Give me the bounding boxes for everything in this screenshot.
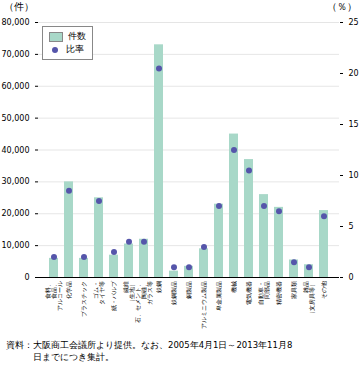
html-text:（生地）: （生地） <box>127 280 135 305</box>
svg-text:5: 5 <box>349 222 354 231</box>
svg-text:20: 20 <box>349 69 359 78</box>
svg-text:プラスチック: プラスチック <box>80 281 87 317</box>
svg-text:石、セメント、陶磁、ガラス等: 石、セメント、陶磁、ガラス等 <box>134 281 153 323</box>
svg-text:30,000: 30,000 <box>2 177 30 186</box>
html-text:資料：大阪商工会議所より提供。なお、2005年4月1日～20: 資料：大阪商工会議所より提供。なお、2005年4月1日～2013年11月8 日ま… <box>6 340 293 362</box>
html-text:比率: 比率 <box>66 44 84 54</box>
svg-text:その他: その他 <box>320 281 328 299</box>
svg-text:自動車・同部品: 自動車・同部品 <box>257 281 270 305</box>
svg-text:機械: 機械 <box>230 281 237 293</box>
svg-text:ゴム・タイヤ等: ゴム・タイヤ等 <box>92 281 105 305</box>
svg-text:15: 15 <box>349 120 359 129</box>
html-text:件数: 件数 <box>68 31 86 41</box>
svg-text:アルミニウム製品: アルミニウム製品 <box>200 281 207 329</box>
svg-text:60,000: 60,000 <box>2 82 30 91</box>
svg-text:銅製品: 銅製品 <box>185 281 192 299</box>
svg-text:化学品: 化学品 <box>65 281 72 299</box>
svg-text:40,000: 40,000 <box>2 146 30 155</box>
svg-text:電気機器: 電気機器 <box>245 281 252 305</box>
svg-text:食料、食品、アルコール: 食料、食品、アルコール <box>44 281 63 311</box>
svg-text:精密機器: 精密機器 <box>275 281 282 305</box>
svg-text:鉄鋼: 鉄鋼 <box>155 281 162 293</box>
svg-text:0: 0 <box>24 273 29 282</box>
svg-text:鉄鋼製品: 鉄鋼製品 <box>170 281 177 305</box>
svg-text:25: 25 <box>349 18 359 27</box>
svg-text:80,000: 80,000 <box>2 18 30 27</box>
svg-text:10,000: 10,000 <box>2 241 30 250</box>
svg-text:50,000: 50,000 <box>2 114 30 123</box>
svg-text:紙・パルプ: 紙・パルプ <box>110 280 117 311</box>
svg-text:卑金属製品: 卑金属製品 <box>215 281 222 311</box>
svg-text:雑品（文房具等）: 雑品（文房具等） <box>302 281 316 317</box>
html-text:繊維: 繊維 <box>121 280 129 293</box>
svg-text:0: 0 <box>349 273 354 282</box>
svg-text:70,000: 70,000 <box>2 50 30 59</box>
svg-text:20,000: 20,000 <box>2 209 30 218</box>
svg-text:10: 10 <box>349 171 359 180</box>
svg-text:家具類: 家具類 <box>290 281 297 299</box>
html-text:（件）: （件） <box>4 1 34 12</box>
